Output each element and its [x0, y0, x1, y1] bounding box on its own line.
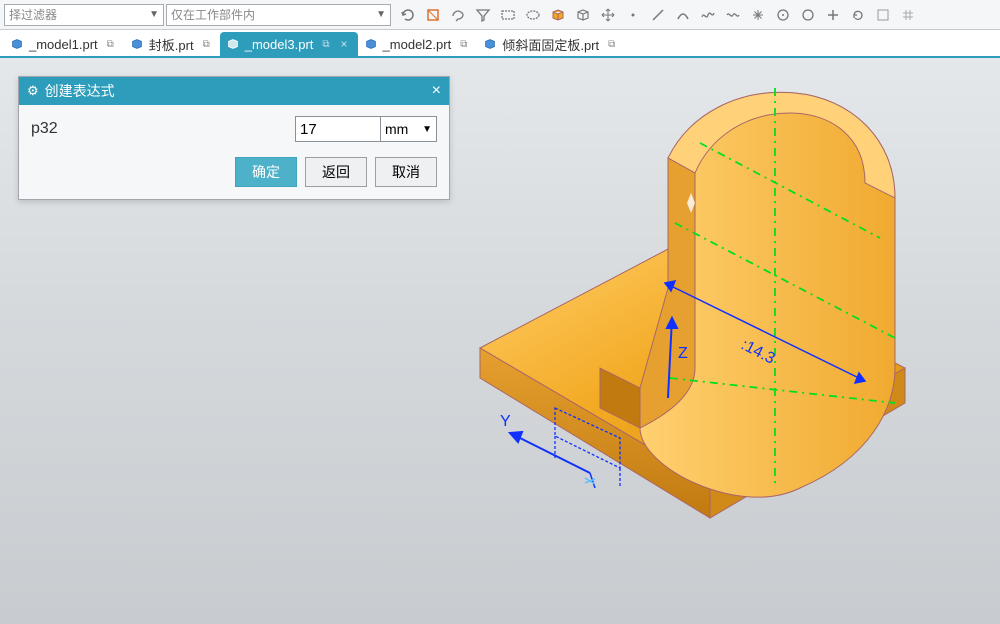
filter2-text: 仅在工作部件内 [171, 6, 255, 23]
file-icon [226, 37, 240, 51]
ok-label: 确定 [252, 162, 280, 182]
param-row: p32 mm ▼ [31, 113, 437, 145]
point-icon[interactable] [622, 4, 644, 26]
tab-label: _model1.prt [29, 37, 98, 52]
move-icon[interactable] [597, 4, 619, 26]
circle-icon[interactable] [797, 4, 819, 26]
select-filter-icon[interactable] [472, 4, 494, 26]
ok-button[interactable]: 确定 [235, 157, 297, 187]
rectangle-icon[interactable] [497, 4, 519, 26]
tab-model1[interactable]: _model1.prt ⧉ [4, 32, 124, 56]
tool-icon[interactable] [872, 4, 894, 26]
circle-dot-icon[interactable] [772, 4, 794, 26]
gear-icon: ⚙ [27, 83, 39, 99]
cube-orange-icon[interactable] [547, 4, 569, 26]
back-button[interactable]: 返回 [305, 157, 367, 187]
plus-icon[interactable] [822, 4, 844, 26]
rotate-icon[interactable] [847, 4, 869, 26]
file-icon [10, 37, 24, 51]
dialog-title: 创建表达式 [45, 81, 115, 101]
tab-label: 倾斜面固定板.prt [502, 35, 599, 54]
param-name: p32 [31, 120, 58, 138]
tab-label: _model3.prt [245, 37, 314, 52]
cancel-label: 取消 [392, 162, 420, 182]
arc-icon[interactable] [672, 4, 694, 26]
wave-icon[interactable] [722, 4, 744, 26]
chevron-down-icon: ▼ [149, 9, 159, 20]
file-icon [130, 37, 144, 51]
tab-label: _model2.prt [383, 37, 452, 52]
star-icon[interactable] [747, 4, 769, 26]
file-icon [364, 37, 378, 51]
create-expression-dialog: ⚙ 创建表达式 × p32 mm ▼ 确定 返回 取消 [18, 76, 450, 200]
value-input[interactable] [295, 116, 381, 142]
filter-dropdown-2[interactable]: 仅在工作部件内 ▼ [166, 4, 391, 26]
popout-icon: ⧉ [460, 39, 467, 50]
dialog-titlebar[interactable]: ⚙ 创建表达式 × [19, 77, 449, 105]
file-icon [483, 37, 497, 51]
tab-fengban[interactable]: 封板.prt ⧉ [124, 32, 220, 56]
top-toolbar: 择过滤器 ▼ 仅在工作部件内 ▼ [0, 0, 1000, 30]
axis-z-label: Z [678, 345, 688, 362]
line-icon[interactable] [647, 4, 669, 26]
tab-model3[interactable]: _model3.prt ⧉ × [220, 32, 358, 56]
popout-icon: ⧉ [322, 39, 329, 50]
chevron-down-icon: ▼ [422, 124, 432, 135]
popout-icon: ⧉ [608, 39, 615, 50]
close-icon[interactable]: × [341, 37, 348, 51]
close-icon[interactable]: × [432, 82, 441, 100]
grid-icon[interactable] [897, 4, 919, 26]
cancel-button[interactable]: 取消 [375, 157, 437, 187]
filter-dropdown-1[interactable]: 择过滤器 ▼ [4, 4, 164, 26]
select-box-icon[interactable] [422, 4, 444, 26]
undo-icon[interactable] [397, 4, 419, 26]
chevron-down-icon: ▼ [376, 9, 386, 20]
value-group: mm ▼ [295, 116, 437, 142]
spline-icon[interactable] [697, 4, 719, 26]
filter1-text: 择过滤器 [9, 6, 57, 23]
ellipse-icon[interactable] [522, 4, 544, 26]
cube-outline-icon[interactable] [572, 4, 594, 26]
unit-select[interactable]: mm ▼ [381, 116, 437, 142]
dialog-body: p32 mm ▼ 确定 返回 取消 [19, 105, 449, 199]
toolbar-icons [397, 4, 919, 26]
unit-text: mm [385, 121, 408, 137]
button-row: 确定 返回 取消 [31, 157, 437, 187]
back-label: 返回 [322, 162, 350, 182]
axis-y-label: Y [500, 413, 511, 430]
tab-model2[interactable]: _model2.prt ⧉ [358, 32, 478, 56]
popout-icon: ⧉ [107, 39, 114, 50]
tab-qingxie[interactable]: 倾斜面固定板.prt ⧉ [477, 32, 625, 56]
select-lasso-icon[interactable] [447, 4, 469, 26]
tab-label: 封板.prt [149, 35, 194, 54]
file-tab-bar: _model1.prt ⧉ 封板.prt ⧉ _model3.prt ⧉ × _… [0, 30, 1000, 58]
popout-icon: ⧉ [203, 39, 210, 50]
